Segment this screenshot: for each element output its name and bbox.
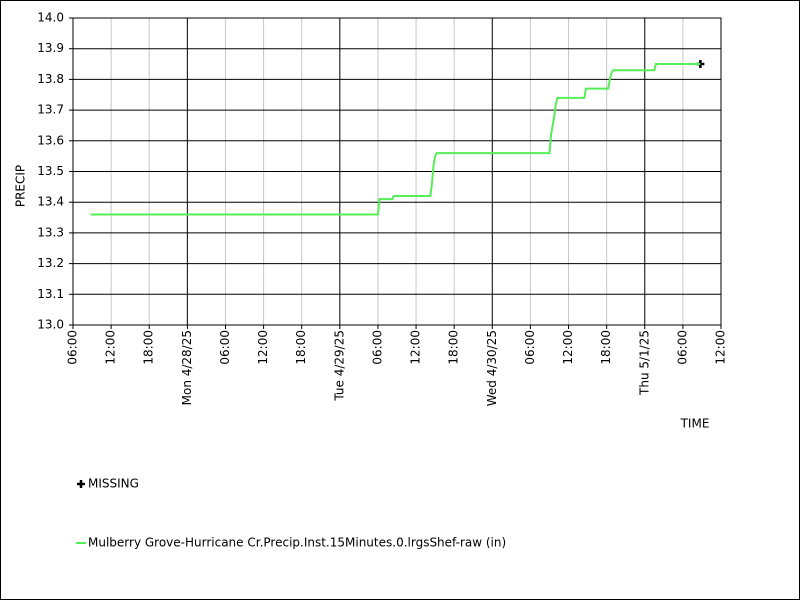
x-tick-label: 18:00: [142, 330, 156, 365]
y-tick-label: 13.1: [37, 287, 64, 301]
x-tick-label: Tue 4/29/25: [332, 330, 346, 402]
y-tick-label: 14.0: [37, 11, 64, 25]
y-tick-label: 13.4: [37, 195, 64, 209]
x-tick-label: 12:00: [104, 330, 118, 365]
y-tick-label: 13.3: [37, 225, 64, 239]
x-tick-label: Mon 4/28/25: [180, 330, 194, 405]
x-tick-label: 06:00: [66, 330, 80, 365]
plot-area: [72, 17, 722, 326]
x-tick-label: 06:00: [218, 330, 232, 365]
x-axis-label: TIME: [680, 417, 710, 431]
x-tick-label: 06:00: [675, 330, 689, 365]
x-tick-label: Wed 4/30/25: [485, 330, 499, 406]
x-tick-label: 12:00: [409, 330, 423, 365]
legend-label: MISSING: [88, 477, 139, 491]
y-tick-label: 13.2: [37, 256, 64, 270]
data-line: [90, 63, 701, 216]
legend-marker: [77, 480, 85, 488]
x-tick-label: 12:00: [256, 330, 270, 365]
x-tick-label: 06:00: [370, 330, 384, 365]
x-tick-label: 12:00: [561, 330, 575, 365]
x-tick-label: 12:00: [714, 330, 728, 365]
x-tick-label: 06:00: [523, 330, 537, 365]
legend-label: Mulberry Grove-Hurricane Cr.Precip.Inst.…: [88, 536, 506, 550]
x-tick-label: 18:00: [599, 330, 613, 365]
y-tick-label: 13.6: [37, 133, 64, 147]
y-tick-label: 13.9: [37, 41, 64, 55]
x-tick-label: 18:00: [294, 330, 308, 365]
y-axis-label: PRECIP: [14, 165, 28, 207]
y-tick-label: 13.8: [37, 72, 64, 86]
y-tick-label: 13.7: [37, 103, 64, 117]
y-tick-label: 13.5: [37, 164, 64, 178]
x-tick-label: 18:00: [447, 330, 461, 365]
y-tick-label: 13.0: [37, 318, 64, 332]
x-tick-label: Thu 5/1/25: [637, 330, 651, 396]
